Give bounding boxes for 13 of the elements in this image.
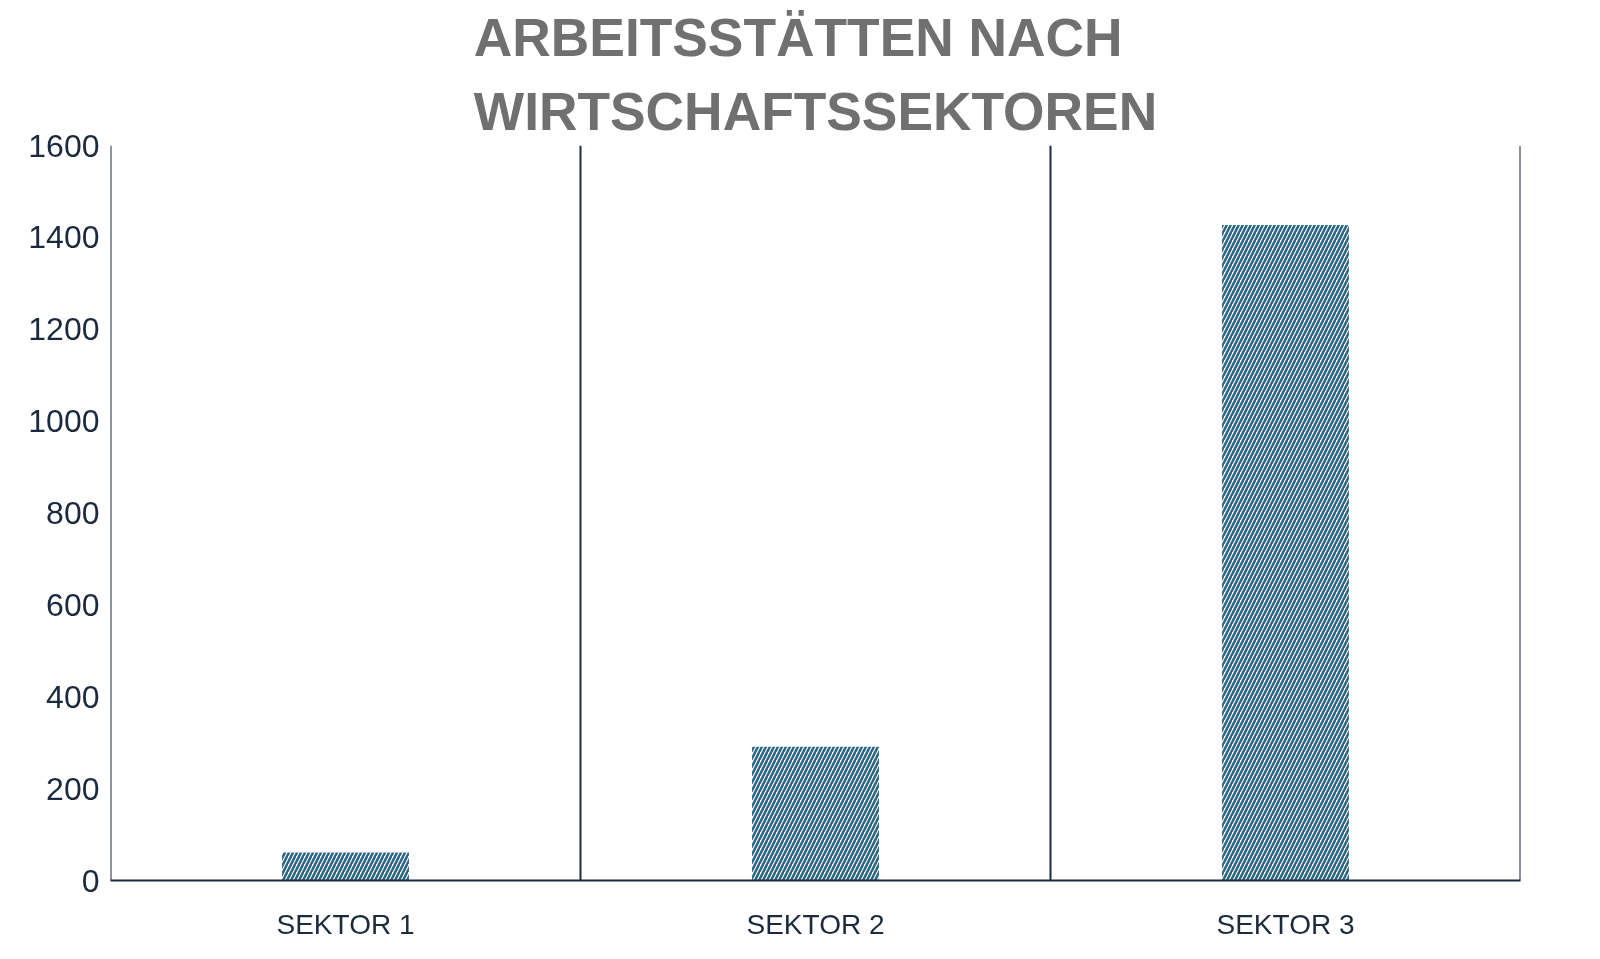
y-tick-label: 1400 — [28, 219, 100, 256]
x-tick-label: SEKTOR 1 — [276, 908, 415, 940]
y-tick-label: 1000 — [28, 403, 100, 440]
y-tick-label: 800 — [46, 495, 100, 531]
y-tick-label: 1200 — [28, 311, 100, 348]
y-tick-label: 1600 — [28, 127, 100, 164]
x-tick-label: SEKTOR 2 — [746, 908, 885, 940]
y-tick-label: 400 — [46, 678, 100, 715]
y-tick-label: 200 — [46, 770, 100, 807]
x-tick-label: SEKTOR 3 — [1216, 908, 1355, 940]
chart-title: ARBEITSSTÄTTEN NACH WIRTSCHAFTSSEKTOREN — [473, 7, 1158, 141]
y-tick-label: 600 — [46, 586, 100, 623]
y-tick-label: 0 — [81, 862, 100, 899]
